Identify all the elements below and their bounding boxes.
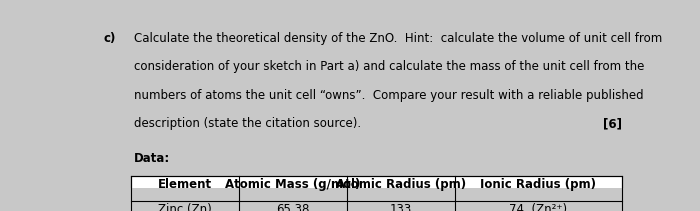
Text: Data:: Data: xyxy=(134,152,170,165)
Text: Atomic Mass (g/mol): Atomic Mass (g/mol) xyxy=(225,178,360,191)
Text: 74  (Zn²⁺): 74 (Zn²⁺) xyxy=(510,203,568,211)
Text: description (state the citation source).: description (state the citation source). xyxy=(134,117,360,130)
Text: numbers of atoms the unit cell “owns”.  Compare your result with a reliable publ: numbers of atoms the unit cell “owns”. C… xyxy=(134,89,643,102)
Text: Ionic Radius (pm): Ionic Radius (pm) xyxy=(480,178,596,191)
Text: Element: Element xyxy=(158,178,212,191)
Text: 133: 133 xyxy=(390,203,412,211)
Text: Calculate the theoretical density of the ZnO.  Hint:  calculate the volume of un: Calculate the theoretical density of the… xyxy=(134,32,662,45)
Bar xyxy=(131,176,622,211)
Text: Zinc (Zn): Zinc (Zn) xyxy=(158,203,212,211)
Text: Atomic Radius (pm): Atomic Radius (pm) xyxy=(336,178,466,191)
Text: consideration of your sketch in Part a) and calculate the mass of the unit cell : consideration of your sketch in Part a) … xyxy=(134,60,644,73)
Text: [6]: [6] xyxy=(603,117,622,130)
Text: 65.38: 65.38 xyxy=(276,203,309,211)
Text: c): c) xyxy=(104,32,116,45)
